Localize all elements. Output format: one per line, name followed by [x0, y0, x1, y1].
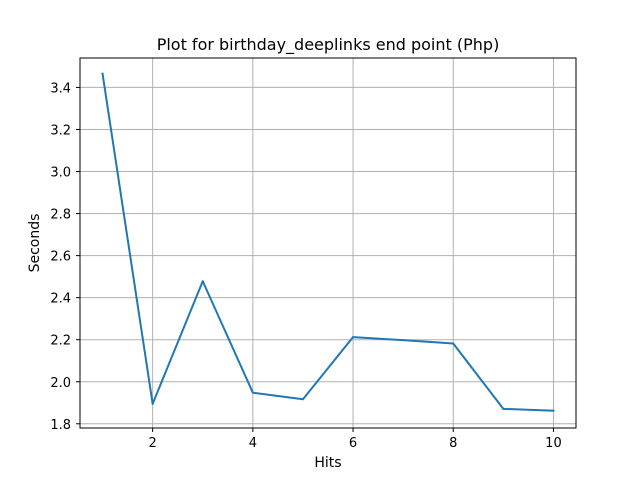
y-tick-label: 2.4 [50, 292, 71, 307]
y-tick-label: 3.0 [50, 166, 71, 181]
y-tick-label: 3.4 [50, 81, 71, 96]
y-tick-label: 2.6 [50, 250, 71, 265]
x-tick-label: 10 [545, 436, 562, 451]
y-tick-label: 2.2 [50, 334, 71, 349]
x-axis-label: Hits [314, 455, 341, 471]
y-tick-label: 3.2 [50, 123, 71, 138]
data-point [352, 336, 355, 339]
data-point [552, 409, 555, 412]
data-point [251, 391, 254, 394]
y-axis-label: Seconds [27, 214, 43, 273]
y-tick-label: 2.0 [50, 376, 71, 391]
x-tick-label: 6 [349, 436, 357, 451]
chart-title: Plot for birthday_deeplinks end point (P… [157, 35, 500, 55]
x-tick-label: 8 [449, 436, 457, 451]
ticks: 2 4 6 8 10 1.8 2.0 2.2 2.4 2.6 2.8 3.0 3.2 3.4 [50, 81, 561, 451]
data-point [151, 402, 154, 405]
data-point [101, 72, 104, 75]
grid-lines [80, 58, 576, 428]
y-tick-label: 1.8 [50, 418, 71, 433]
data-point [301, 398, 304, 401]
y-tick-label: 2.8 [50, 208, 71, 223]
plot-frame [79, 57, 577, 429]
x-tick-label: 4 [249, 436, 257, 451]
series-line [101, 72, 555, 412]
x-tick-label: 2 [149, 436, 157, 451]
data-point [502, 407, 505, 410]
data-point [402, 339, 405, 342]
data-point [452, 342, 455, 345]
data-point [201, 280, 204, 283]
series-layer [101, 72, 555, 412]
